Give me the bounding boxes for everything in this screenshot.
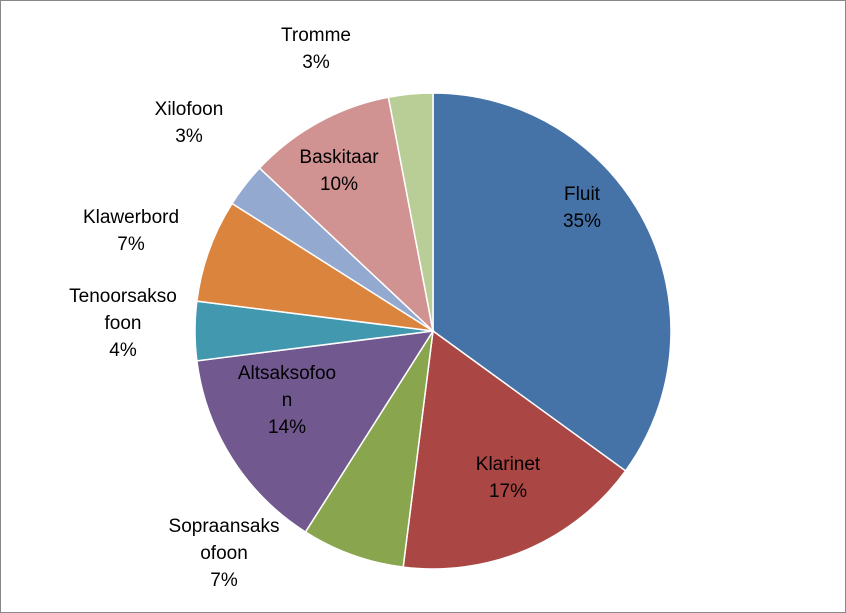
slice-value-label: 14% [268,417,306,438]
slice-value-label: 10% [320,174,358,195]
pie-slice [196,330,435,533]
slice-label: Fluit [564,184,601,205]
slice-value-label: 4% [109,340,137,361]
slice-label: Sopraansaks ofoon [169,516,280,564]
slice-label: Xilofoon [155,99,224,120]
slice-label: Baskitaar [299,147,379,168]
pie-slice [402,329,627,570]
slice-label: Tromme [281,25,351,46]
slice-label: Klawerbord [83,207,179,228]
slice-value-label: 7% [210,570,238,591]
pie-slice [432,92,672,472]
slice-label: Altsaksofoo n [238,363,336,411]
slice-value-label: 3% [302,52,330,73]
slice-value-label: 7% [117,234,145,255]
pie-slice [387,92,434,332]
slice-label: Klarinet [476,454,541,475]
slice-value-label: 35% [563,211,601,232]
slice-value-label: 17% [489,481,527,502]
pie-slice [304,330,434,568]
slice-label: Tenoorsakso foon [69,286,177,334]
pie-slice [196,202,434,332]
slice-value-label: 3% [175,126,203,147]
pie-slice [258,96,435,334]
